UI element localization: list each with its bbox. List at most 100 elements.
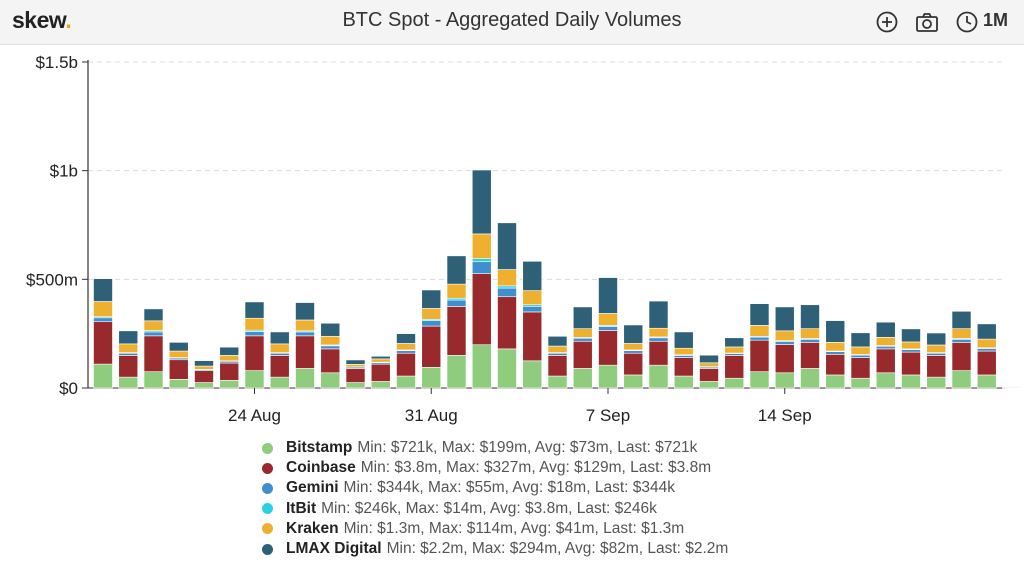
- bar-segment-kraken: [901, 341, 921, 350]
- legend-series-stats: Min: $3.8m, Max: $327m, Avg: $129m, Last…: [360, 459, 712, 477]
- bar-segment-bitstamp: [269, 376, 290, 389]
- legend-item-coinbase[interactable]: Coinbase Min: $3.8m, Max: $327m, Avg: $12…: [262, 458, 728, 478]
- legend-dot: [262, 442, 273, 454]
- bar-segment-bitstamp: [497, 348, 517, 389]
- bar-segment-lmax-digital: [749, 303, 770, 326]
- bar-segment-lmax-digital: [471, 169, 492, 235]
- bar-segment-coinbase: [901, 351, 921, 376]
- bar-segment-lmax-digital: [194, 360, 214, 367]
- bar-segment-bitstamp: [875, 372, 896, 389]
- bar-segment-kraken: [875, 337, 896, 346]
- bar-segment-lmax-digital: [598, 277, 618, 314]
- bar-segment-kraken: [244, 317, 265, 331]
- camera-icon[interactable]: [914, 9, 940, 35]
- bar-segment-gemini: [396, 350, 416, 354]
- bar-segment-coinbase: [724, 355, 745, 379]
- bar-segment-kraken: [118, 343, 139, 353]
- bar-segment-coinbase: [421, 325, 442, 368]
- bar-segment-gemini: [143, 331, 164, 337]
- bar-segment-bitstamp: [623, 374, 644, 389]
- chart-legend: Bitstamp Min: $721k, Max: $199m, Avg: $73…: [262, 438, 728, 559]
- bar-segment-lmax-digital: [93, 278, 113, 302]
- bar-segment-gemini: [93, 317, 113, 323]
- bar-segment-coinbase: [522, 311, 543, 362]
- y-tick-label: $500m: [26, 270, 78, 289]
- legend-item-lmax-digital[interactable]: LMAX Digital Min: $2.2m, Max: $294m, Avg:…: [262, 539, 728, 559]
- bar-segment-kraken: [749, 325, 770, 337]
- bar-segment-lmax-digital: [951, 310, 972, 329]
- bar-stack: [143, 308, 164, 389]
- bar-stack: [749, 303, 770, 389]
- bar-segment-gemini: [446, 299, 467, 307]
- bar-segment-kraken: [673, 347, 694, 356]
- bar-segment-coinbase: [699, 368, 719, 382]
- time-range-selector[interactable]: 1M: [983, 10, 1009, 30]
- bar-stack: [598, 277, 618, 389]
- bar-segment-kraken: [269, 343, 290, 353]
- plus-circle-icon[interactable]: [874, 9, 900, 35]
- bar-stack: [93, 278, 113, 389]
- legend-item-bitstamp[interactable]: Bitstamp Min: $721k, Max: $199m, Avg: $73…: [262, 438, 728, 458]
- bar-segment-coinbase: [168, 359, 189, 380]
- legend-item-kraken[interactable]: Kraken Min: $1.3m, Max: $114m, Avg: $41m,…: [262, 519, 728, 539]
- legend-item-itbit[interactable]: ItBit Min: $246k, Max: $14m, Avg: $3.8m, …: [262, 499, 728, 519]
- x-tick-label: 24 Aug: [228, 406, 281, 425]
- bar-segment-kraken: [320, 335, 341, 346]
- bar-segment-lmax-digital: [244, 301, 265, 319]
- legend-series-name: ItBit: [286, 499, 317, 517]
- clock-icon[interactable]: [954, 9, 980, 35]
- bar-segment-coinbase: [345, 368, 366, 383]
- bar-stack: [269, 331, 290, 389]
- legend-series-name: Bitstamp: [286, 439, 353, 457]
- bar-segment-kraken: [295, 319, 315, 332]
- bar-segment-bitstamp: [194, 382, 214, 389]
- bar-segment-bitstamp: [825, 374, 846, 389]
- bar-stack: [396, 333, 416, 389]
- bar-stack: [320, 322, 341, 389]
- bar-segment-kraken: [648, 327, 669, 338]
- bar-stack: [244, 301, 265, 389]
- x-tick-label: 31 Aug: [405, 406, 458, 425]
- bar-segment-gemini: [244, 331, 265, 337]
- bar-segment-lmax-digital: [673, 331, 694, 349]
- bar-segment-gemini: [471, 261, 492, 274]
- bar-segment-gemini: [320, 345, 341, 350]
- bar-segment-kraken: [572, 328, 593, 338]
- legend-item-gemini[interactable]: Gemini Min: $344k, Max: $55m, Avg: $18m, …: [262, 478, 728, 498]
- bar-stack: [800, 304, 820, 389]
- bar-segment-gemini: [623, 350, 644, 354]
- bar-stack: [875, 321, 896, 389]
- bar-segment-lmax-digital: [396, 333, 416, 344]
- bar-segment-kraken: [825, 342, 846, 352]
- bar-segment-gemini: [497, 287, 517, 298]
- bar-segment-kraken: [951, 328, 972, 339]
- bar-segment-lmax-digital: [800, 304, 820, 329]
- bar-segment-bitstamp: [345, 382, 366, 389]
- bar-segment-bitstamp: [522, 360, 543, 389]
- bar-segment-itbit: [471, 258, 492, 263]
- bar-stack: [522, 260, 543, 389]
- bar-stack: [118, 330, 139, 389]
- bar-stack: [370, 355, 391, 389]
- bar-segment-coinbase: [875, 348, 896, 374]
- bar-segment-gemini: [673, 355, 694, 358]
- bar-segment-lmax-digital: [547, 335, 568, 347]
- bar-segment-gemini: [976, 348, 997, 352]
- bar-segment-kraken: [93, 301, 113, 318]
- bar-segment-bitstamp: [396, 375, 416, 389]
- bar-segment-coinbase: [800, 342, 820, 369]
- bar-segment-coinbase: [219, 362, 240, 381]
- bar-stack: [774, 306, 795, 389]
- bar-segment-coinbase: [244, 335, 265, 371]
- bar-stack: [572, 306, 593, 389]
- bar-segment-gemini: [951, 339, 972, 343]
- bar-segment-bitstamp: [547, 375, 568, 389]
- skew-logo[interactable]: skew.: [12, 7, 72, 34]
- bar-segment-bitstamp: [168, 379, 189, 389]
- legend-series-name: Kraken: [286, 519, 339, 537]
- bar-segment-kraken: [623, 343, 644, 351]
- bar-stack: [951, 310, 972, 389]
- bar-segment-bitstamp: [143, 371, 164, 389]
- bar-segment-kraken: [800, 328, 820, 339]
- logo-text: skew: [12, 7, 66, 33]
